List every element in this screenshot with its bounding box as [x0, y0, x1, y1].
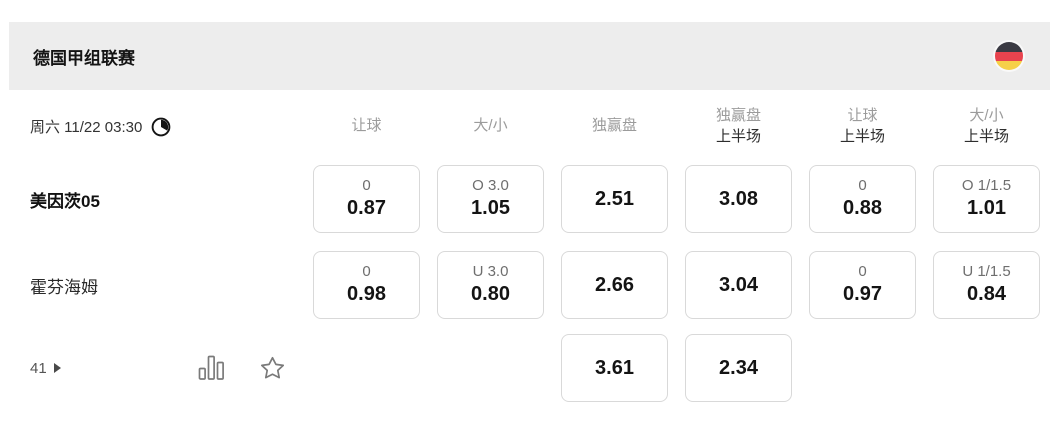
star-icon[interactable] — [259, 355, 286, 382]
germany-flag-icon — [995, 42, 1023, 70]
column-label: 让球 — [351, 117, 382, 135]
more-markets-count: 41 — [30, 359, 47, 377]
odds-line: 0 — [362, 263, 371, 281]
column-sublabel: 上半场 — [839, 127, 885, 145]
odds-cell-handicap-home[interactable]: 0 0.87 — [313, 165, 420, 233]
bar-chart-icon[interactable] — [198, 353, 225, 384]
odds-cell-under-1h-away[interactable]: U 1/1.5 0.84 — [933, 251, 1040, 319]
odds-cell-over-home[interactable]: O 3.0 1.05 — [437, 165, 544, 233]
column-label: 独赢盘 — [715, 107, 761, 125]
odds-value: 0.80 — [471, 282, 510, 305]
odds-value: 2.51 — [595, 187, 634, 210]
odds-value: 3.08 — [719, 187, 758, 210]
column-sublabel: 上半场 — [715, 127, 761, 145]
odds-value: 2.34 — [719, 356, 758, 379]
odds-line: O 1/1.5 — [961, 177, 1012, 195]
empty-cell — [313, 334, 420, 402]
column-header-over-under: 大/小 — [437, 116, 544, 136]
caret-right-icon — [53, 363, 61, 373]
odds-cell-moneyline-home[interactable]: 2.51 — [561, 165, 668, 233]
flag-stripe-black — [995, 42, 1023, 52]
column-header-moneyline-1h: 独赢盘 上半场 — [685, 106, 792, 147]
match-datetime: 周六 11/22 03:30 — [30, 119, 143, 136]
odds-table: 周六 11/22 03:30 让球 大/小 独赢盘 独赢盘 上半场 — [30, 103, 1040, 402]
team-name-away: 霍芬海姆 — [30, 277, 98, 297]
odds-cell-handicap-away[interactable]: 0 0.98 — [313, 251, 420, 319]
team-cell: 美因茨05 — [30, 165, 296, 233]
odds-cell-moneyline-away[interactable]: 2.66 — [561, 251, 668, 319]
clock-icon — [151, 117, 171, 136]
team-row-away: 霍芬海姆 0 0.98 U 3.0 0.80 2.66 3.04 0 0.97 — [30, 251, 1040, 319]
empty-cell — [437, 334, 544, 402]
league-header: 德国甲组联赛 — [9, 22, 1050, 90]
odds-cell-under-away[interactable]: U 3.0 0.80 — [437, 251, 544, 319]
odds-cell-moneyline-1h-home[interactable]: 3.08 — [685, 165, 792, 233]
odds-cell-handicap-1h-away[interactable]: 0 0.97 — [809, 251, 916, 319]
header-row: 周六 11/22 03:30 让球 大/小 独赢盘 独赢盘 上半场 — [30, 103, 1040, 150]
flag-stripe-red — [995, 51, 1023, 61]
odds-cell-handicap-1h-home[interactable]: 0 0.88 — [809, 165, 916, 233]
column-sublabel: 上半场 — [963, 127, 1009, 145]
more-markets-button[interactable]: 41 — [30, 360, 61, 377]
odds-value: 3.04 — [719, 273, 758, 296]
odds-line: 0 — [858, 177, 867, 195]
match-datetime-cell: 周六 11/22 03:30 — [30, 103, 296, 150]
team-name-home: 美因茨05 — [30, 191, 100, 211]
odds-line: U 1/1.5 — [962, 263, 1011, 281]
column-header-handicap: 让球 — [313, 116, 420, 136]
empty-cell — [933, 334, 1040, 402]
odds-value: 0.97 — [843, 282, 882, 305]
odds-line: 0 — [362, 177, 371, 195]
column-header-moneyline: 独赢盘 — [561, 116, 668, 136]
odds-value: 2.66 — [595, 273, 634, 296]
column-label: 让球 — [847, 107, 878, 125]
empty-cell — [809, 334, 916, 402]
draw-row: 41 3.61 2.34 — [30, 334, 1040, 402]
footer-meta-cell: 41 — [30, 334, 296, 402]
odds-line: O 3.0 — [472, 177, 509, 195]
column-label: 大/小 — [969, 107, 1004, 125]
odds-value: 0.98 — [347, 282, 386, 305]
odds-cell-moneyline-1h-away[interactable]: 3.04 — [685, 251, 792, 319]
odds-cell-over-1h-home[interactable]: O 1/1.5 1.01 — [933, 165, 1040, 233]
column-label: 大/小 — [473, 117, 508, 135]
odds-value: 0.88 — [843, 196, 882, 219]
team-row-home: 美因茨05 0 0.87 O 3.0 1.05 2.51 3.08 0 0.88 — [30, 165, 1040, 233]
league-title: 德国甲组联赛 — [33, 48, 135, 68]
column-label: 独赢盘 — [591, 117, 637, 135]
odds-cell-moneyline-draw[interactable]: 3.61 — [561, 334, 668, 402]
column-header-handicap-1h: 让球 上半场 — [809, 106, 916, 147]
odds-line: U 3.0 — [472, 263, 509, 281]
odds-value: 1.05 — [471, 196, 510, 219]
odds-value: 0.84 — [967, 282, 1006, 305]
odds-value: 3.61 — [595, 356, 634, 379]
odds-value: 0.87 — [347, 196, 386, 219]
odds-line: 0 — [858, 263, 867, 281]
odds-cell-moneyline-1h-draw[interactable]: 2.34 — [685, 334, 792, 402]
odds-value: 1.01 — [967, 196, 1006, 219]
column-header-over-under-1h: 大/小 上半场 — [933, 106, 1040, 147]
team-cell: 霍芬海姆 — [30, 251, 296, 319]
flag-stripe-gold — [995, 60, 1023, 70]
